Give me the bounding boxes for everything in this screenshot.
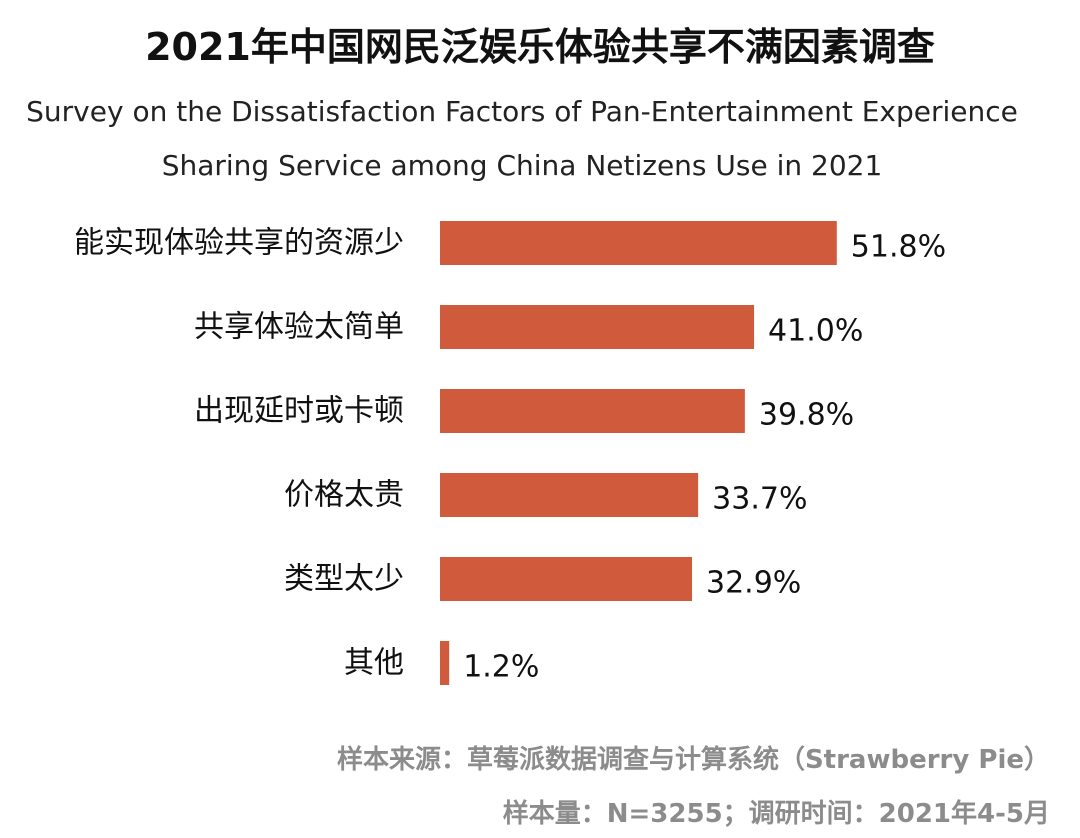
- sample-note: 样本量：N=3255；调研时间：2021年4-5月: [502, 799, 1050, 829]
- value-label: 32.9%: [706, 566, 801, 601]
- category-label: 其他: [344, 646, 404, 681]
- bar: [440, 641, 450, 685]
- chart-subtitle-line-2: Sharing Service among China Netizens Use…: [161, 149, 883, 182]
- category-label: 价格太贵: [284, 478, 404, 513]
- source-note: 样本来源：草莓派数据调查与计算系统（Strawberry Pie）: [336, 745, 1050, 775]
- bar: [440, 305, 755, 349]
- category-label: 出现延时或卡顿: [194, 394, 404, 429]
- bar: [440, 221, 837, 265]
- category-label: 共享体验太简单: [194, 310, 404, 345]
- category-label: 类型太少: [284, 562, 404, 597]
- bar: [440, 389, 745, 433]
- value-label: 41.0%: [768, 314, 863, 349]
- bar: [440, 473, 699, 517]
- value-label: 39.8%: [759, 398, 854, 433]
- value-label: 51.8%: [851, 230, 946, 265]
- category-label: 能实现体验共享的资源少: [74, 226, 404, 261]
- chart-subtitle-line-1: Survey on the Dissatisfaction Factors of…: [26, 95, 1018, 128]
- value-label: 1.2%: [463, 650, 539, 685]
- chart-title: 2021年中国网民泛娱乐体验共享不满因素调查: [145, 25, 935, 69]
- bar-chart: 能实现体验共享的资源少 51.8% 共享体验太简单 41.0% 出现延时或卡顿 39.8%…: [74, 221, 946, 685]
- value-label: 33.7%: [712, 482, 807, 517]
- bar: [440, 557, 693, 601]
